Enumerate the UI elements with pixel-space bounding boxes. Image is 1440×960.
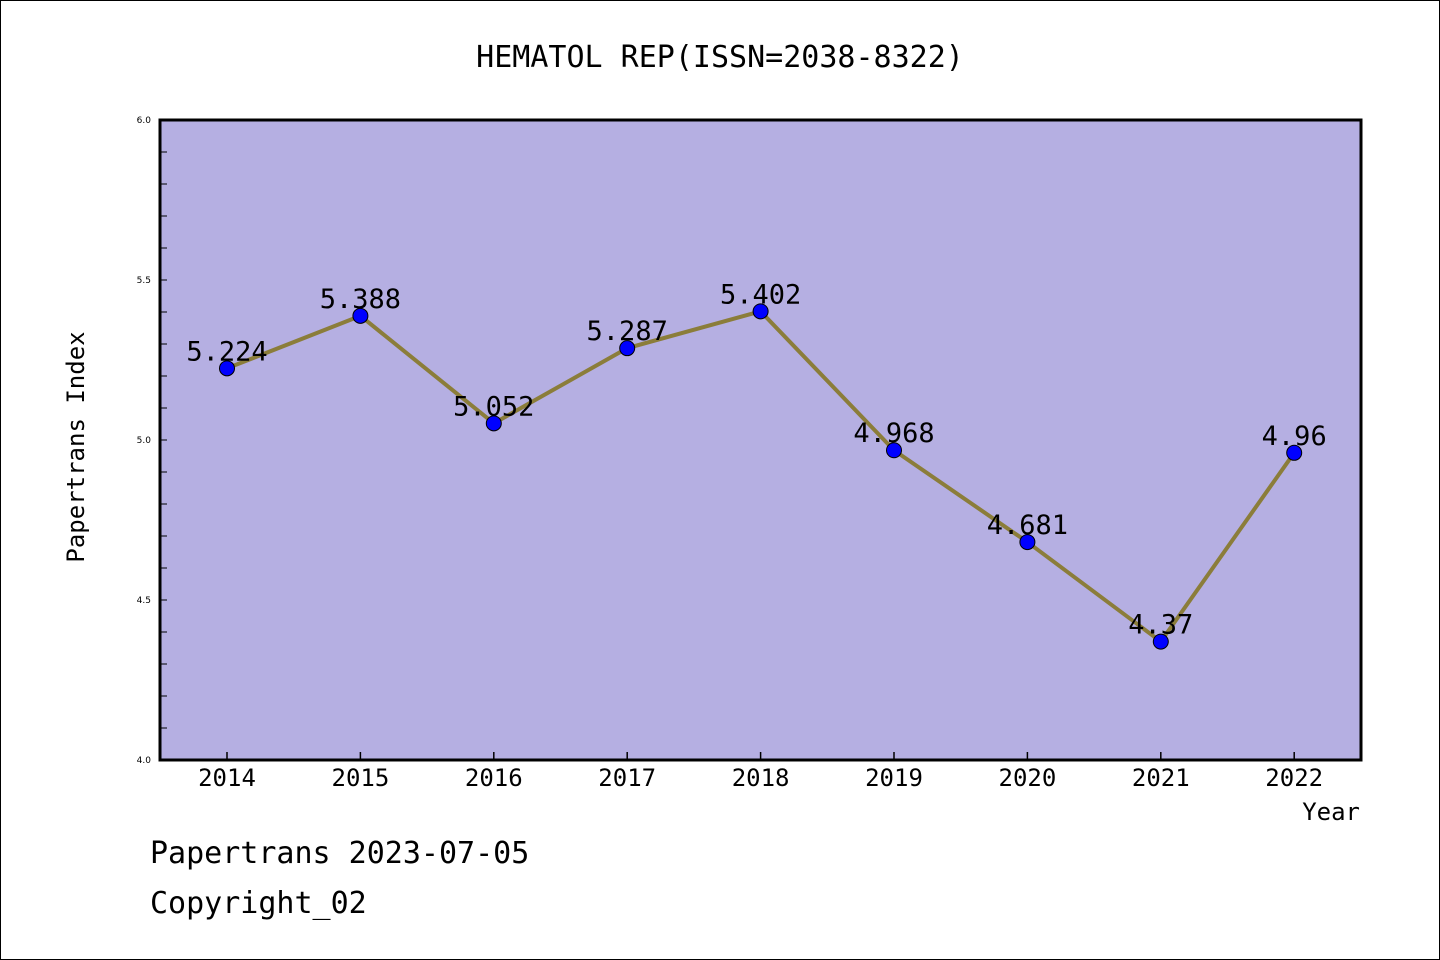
data-point	[886, 442, 902, 459]
footer-copyright: Copyright_02	[150, 886, 367, 921]
x-tick-label: 2016	[465, 764, 523, 792]
y-tick-label: 5.0	[137, 436, 152, 446]
data-points	[219, 303, 1303, 650]
data-label: 4.96	[1262, 421, 1327, 452]
y-axis-label: Papertrans Index	[62, 331, 90, 562]
y-tick-label: 6.0	[137, 116, 152, 126]
data-point	[1152, 633, 1169, 650]
y-tick-label: 5.5	[137, 276, 151, 286]
y-tick-label: 4.5	[137, 596, 151, 606]
data-point	[1019, 534, 1036, 551]
chart-title: HEMATOL REP(ISSN=2038-8322)	[476, 40, 964, 75]
data-label: 5.388	[320, 284, 401, 315]
plot-border	[158, 118, 1363, 762]
data-point	[1286, 444, 1303, 461]
y-axis-ticks: 4.0 4.5 5.0 5.5 6.0	[137, 116, 152, 766]
x-tick-label: 2015	[332, 764, 390, 792]
data-label: 5.052	[453, 391, 534, 422]
data-label: 4.37	[1128, 610, 1193, 641]
footer-date: Papertrans 2023-07-05	[150, 836, 530, 871]
x-tick-label: 2022	[1265, 764, 1323, 792]
data-label: 5.402	[720, 279, 801, 310]
data-point	[752, 303, 769, 320]
x-axis-label: Year	[1302, 798, 1360, 826]
data-point	[485, 415, 502, 432]
x-tick-label: 2019	[865, 764, 923, 792]
data-label: 5.224	[186, 336, 267, 367]
y-tick-label: 4.0	[137, 756, 152, 766]
x-tick-label: 2017	[598, 764, 656, 792]
x-tick-label: 2021	[1132, 764, 1190, 792]
x-axis-ticks: 2014 2015 2016 2017 2018 2019 2020 2021 2022	[198, 752, 1323, 792]
data-label: 4.681	[987, 510, 1068, 541]
x-tick-label: 2020	[999, 764, 1057, 792]
data-point	[352, 307, 369, 324]
x-tick-label: 2018	[732, 764, 790, 792]
data-label: 4.968	[853, 418, 934, 449]
x-tick-label: 2014	[198, 764, 256, 792]
plot-area	[160, 120, 1361, 760]
data-point	[619, 340, 636, 357]
data-point	[219, 360, 235, 377]
data-label: 5.287	[587, 316, 668, 347]
data-labels: 5.224 5.388 5.052 5.287 5.402 4.968 4.681 4.37 4…	[186, 279, 1326, 640]
